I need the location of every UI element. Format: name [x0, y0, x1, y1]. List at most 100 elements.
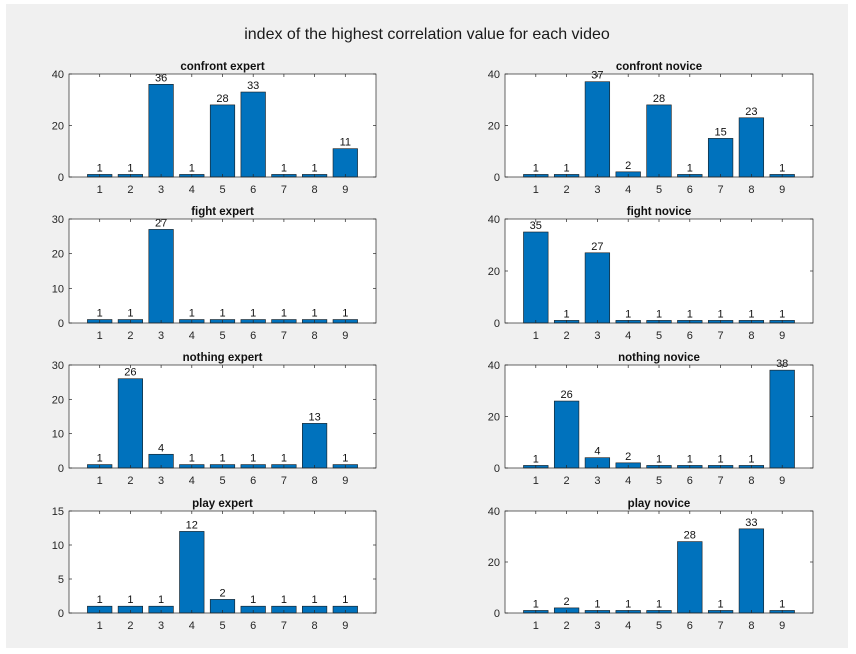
bar: [148, 229, 174, 324]
data-label: 11: [340, 137, 351, 149]
x-tick-label: 3: [594, 620, 600, 632]
y-tick-label: 0: [58, 463, 64, 475]
bar: [553, 400, 580, 469]
subplot-title: fight expert: [191, 206, 254, 218]
x-tick-label: 3: [594, 475, 600, 487]
data-label: 1: [250, 308, 256, 320]
data-label: 1: [189, 308, 195, 320]
x-tick-label: 6: [250, 620, 256, 632]
plot-area: [69, 511, 376, 613]
data-label: 23: [745, 106, 757, 118]
data-label: 1: [342, 594, 348, 606]
x-tick-label: 2: [127, 475, 133, 487]
x-tick-label: 7: [281, 184, 287, 196]
x-tick-label: 2: [564, 184, 570, 196]
data-label: 28: [684, 530, 696, 542]
x-tick-label: 9: [779, 620, 785, 632]
plot-area: [505, 219, 813, 323]
data-label: 26: [124, 367, 136, 379]
data-label: 1: [594, 598, 600, 610]
data-label: 4: [594, 446, 600, 458]
subplot-title: fight novice: [627, 206, 692, 218]
x-tick-label: 9: [779, 184, 785, 196]
subplot-title: nothing novice: [618, 352, 700, 364]
data-label: 1: [189, 162, 195, 174]
data-label: 28: [653, 93, 665, 105]
bar: [523, 231, 549, 324]
data-label: 1: [250, 594, 256, 606]
x-tick-label: 2: [127, 184, 133, 196]
subplot-title: play expert: [192, 498, 253, 510]
data-label: 28: [216, 93, 228, 105]
y-tick-label: 20: [52, 249, 64, 261]
y-tick-label: 20: [488, 266, 500, 278]
bar: [302, 423, 328, 469]
x-tick-label: 9: [779, 475, 785, 487]
plot-area: [69, 219, 376, 323]
x-tick-label: 7: [281, 475, 287, 487]
bar: [148, 84, 174, 178]
data-label: 1: [748, 453, 754, 465]
x-tick-label: 9: [779, 330, 785, 342]
subplot-title: nothing expert: [183, 352, 263, 364]
data-label: 1: [779, 598, 785, 610]
data-label: 2: [219, 587, 225, 599]
x-tick-label: 2: [127, 620, 133, 632]
x-tick-label: 9: [342, 330, 348, 342]
data-label: 1: [533, 162, 539, 174]
y-tick-label: 30: [52, 360, 64, 372]
x-tick-label: 8: [748, 330, 754, 342]
x-tick-label: 6: [687, 620, 693, 632]
data-label: 1: [97, 162, 103, 174]
y-tick-label: 40: [488, 506, 500, 518]
x-tick-label: 6: [250, 184, 256, 196]
data-label: 1: [312, 308, 318, 320]
x-tick-label: 7: [281, 330, 287, 342]
data-label: 1: [533, 598, 539, 610]
x-tick-label: 1: [97, 184, 103, 196]
subplot-title: confront expert: [180, 61, 265, 73]
data-label: 1: [718, 453, 724, 465]
data-label: 26: [560, 389, 572, 401]
y-tick-label: 20: [52, 394, 64, 406]
data-label: 1: [656, 308, 662, 320]
x-tick-label: 1: [533, 475, 539, 487]
subplot-play-novice: 1 2 1 1 1 28 1 33 1 1 2 3 4 5 6 7 8 9 0 20 40 play novice: [488, 498, 814, 632]
x-tick-label: 1: [97, 620, 103, 632]
y-tick-label: 40: [488, 360, 500, 372]
data-label: 1: [687, 453, 693, 465]
bar: [209, 104, 236, 178]
data-label: 33: [247, 80, 259, 92]
bar: [240, 91, 266, 178]
data-label: 1: [219, 453, 225, 465]
x-tick-label: 8: [748, 475, 754, 487]
y-tick-label: 10: [52, 283, 64, 295]
bar: [117, 378, 143, 469]
y-tick-label: 5: [58, 574, 64, 586]
bar: [646, 104, 672, 178]
data-label: 4: [158, 442, 164, 454]
data-label: 1: [127, 594, 133, 606]
y-tick-label: 0: [494, 608, 500, 620]
data-label: 27: [155, 217, 167, 229]
x-tick-label: 4: [189, 475, 195, 487]
x-tick-label: 2: [564, 620, 570, 632]
x-tick-label: 2: [564, 475, 570, 487]
x-tick-label: 8: [312, 475, 318, 487]
x-tick-label: 5: [656, 620, 662, 632]
y-tick-label: 15: [52, 506, 64, 518]
bar: [769, 369, 795, 469]
data-label: 1: [281, 162, 287, 174]
x-tick-label: 3: [158, 330, 164, 342]
data-label: 1: [97, 453, 103, 465]
data-label: 1: [312, 162, 318, 174]
x-tick-label: 2: [564, 330, 570, 342]
data-label: 2: [625, 451, 631, 463]
data-label: 12: [186, 519, 198, 531]
data-label: 1: [127, 308, 133, 320]
y-tick-label: 0: [58, 608, 64, 620]
x-tick-label: 1: [533, 184, 539, 196]
x-tick-label: 3: [158, 475, 164, 487]
x-tick-label: 3: [594, 330, 600, 342]
